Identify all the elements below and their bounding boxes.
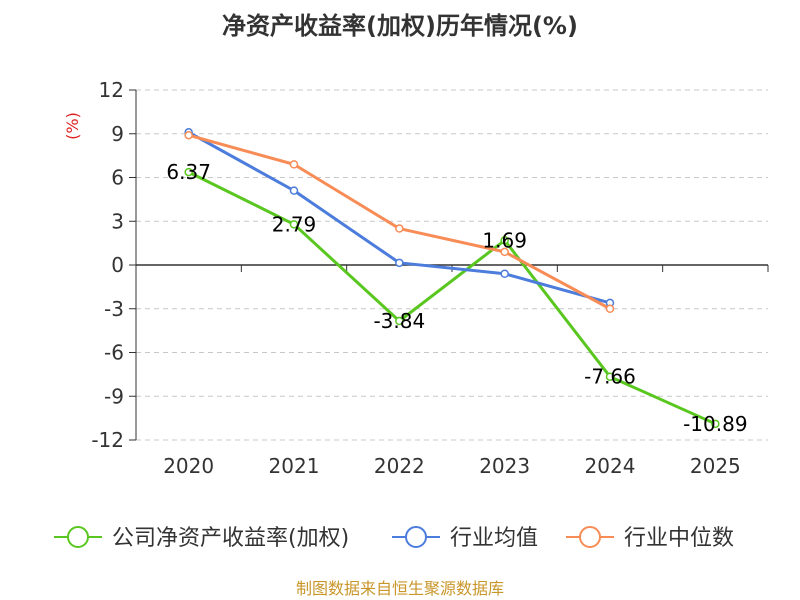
legend-marker-0 <box>67 526 89 548</box>
y-unit-label: (%) <box>63 112 82 140</box>
data-label: 6.37 <box>166 160 211 184</box>
y-tick-label: 6 <box>111 166 124 190</box>
y-tick-label: -12 <box>91 428 124 452</box>
series-point-1 <box>289 186 299 195</box>
series-point-0 <box>184 167 193 177</box>
legend-label-2: 行业中位数 <box>624 526 734 551</box>
x-tick-label: 2024 <box>585 454 636 478</box>
axes: 12 9 6 3 0 -3 -6 -9 -12 2020 2021 2022 2023 2024 2025 <box>91 78 769 478</box>
data-labels: 6.37 2.79 -3.84 1.69 -7.66 -10.89 <box>166 160 747 436</box>
y-tick-label: -9 <box>104 384 124 408</box>
data-label: -3.84 <box>373 309 425 333</box>
data-label: 1.69 <box>482 228 527 252</box>
legend: 公司净资产收益率(加权) 行业均值 行业中位数 <box>54 526 734 551</box>
data-label: 2.79 <box>272 212 317 236</box>
y-tick-label: -3 <box>104 297 124 321</box>
series-lines <box>184 128 720 429</box>
series-point-2 <box>395 224 404 233</box>
legend-label-1: 行业均值 <box>450 526 538 551</box>
x-tick-label: 2020 <box>163 454 214 478</box>
series-point-1 <box>500 269 509 278</box>
series-line-0 <box>188 170 716 426</box>
y-tick-label: 0 <box>111 253 124 277</box>
series-line-2 <box>188 133 611 311</box>
series-point-2 <box>289 160 299 169</box>
series-point-0 <box>711 419 720 429</box>
series-point-2 <box>184 130 193 140</box>
y-tick-label: 3 <box>111 209 124 233</box>
y-tick-label: 9 <box>111 122 124 146</box>
legend-label-0: 公司净资产收益率(加权) <box>112 526 349 551</box>
x-tick-label: 2023 <box>479 454 530 478</box>
y-tick-label: -6 <box>104 341 124 365</box>
x-tick-label: 2025 <box>690 454 741 478</box>
legend-marker-2 <box>579 526 601 548</box>
series-point-0 <box>395 316 404 326</box>
data-label: -10.89 <box>683 412 747 436</box>
series-line-1 <box>187 130 611 305</box>
x-tick-label: 2022 <box>374 454 425 478</box>
series-point-2 <box>500 247 509 257</box>
y-tick-label: 12 <box>99 78 124 102</box>
source-note: 制图数据来自恒生聚源数据库 <box>296 579 504 598</box>
series-point-0 <box>500 236 509 245</box>
legend-marker-1 <box>405 526 427 548</box>
x-tick-label: 2021 <box>269 454 320 478</box>
gridlines <box>136 89 768 441</box>
chart-title: 净资产收益率(加权)历年情况(%) <box>222 12 578 40</box>
series-point-0 <box>289 220 299 229</box>
series-point-0 <box>605 372 615 381</box>
data-label: -7.66 <box>584 365 636 389</box>
series-point-2 <box>605 304 615 313</box>
series-point-1 <box>395 258 404 268</box>
